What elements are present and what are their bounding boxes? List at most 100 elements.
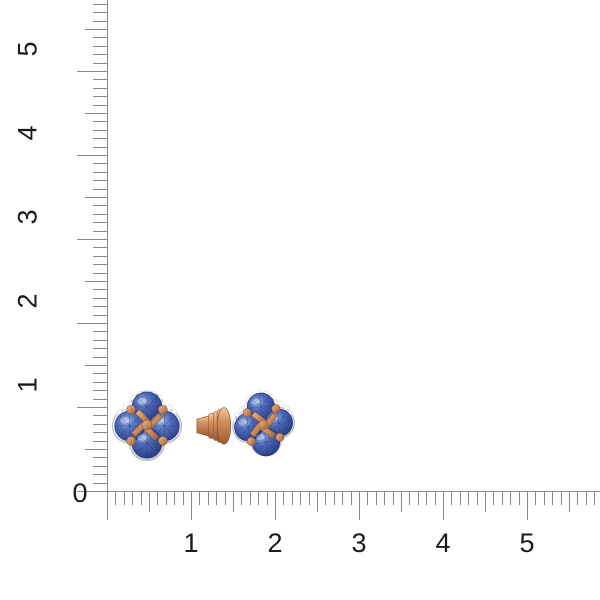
- vertical-axis-label-3: 3: [12, 209, 43, 225]
- vertical-tick-minor: [93, 474, 107, 475]
- horizontal-tick-minor: [418, 492, 419, 505]
- horizontal-tick-minor: [225, 492, 226, 505]
- vertical-axis-label-5: 5: [12, 41, 43, 57]
- horizontal-tick-minor: [367, 492, 368, 505]
- horizontal-tick-minor: [292, 492, 293, 505]
- horizontal-tick-mid: [401, 492, 402, 512]
- horizontal-tick-minor: [166, 492, 167, 505]
- horizontal-tick-minor: [535, 492, 536, 505]
- vertical-tick-minor: [93, 424, 107, 425]
- horizontal-tick-minor: [250, 492, 251, 505]
- vertical-tick-minor: [93, 357, 107, 358]
- vertical-tick-minor: [93, 172, 107, 173]
- vertical-tick-minor: [93, 306, 107, 307]
- vertical-tick-minor: [93, 214, 107, 215]
- vertical-axis-label-1: 1: [12, 377, 43, 393]
- screw-back-post: [196, 407, 232, 445]
- horizontal-tick-minor: [199, 492, 200, 505]
- horizontal-axis-label-4: 4: [435, 528, 451, 558]
- horizontal-tick-major: [107, 492, 108, 520]
- vertical-tick-minor: [93, 222, 107, 223]
- horizontal-axis-label-3: 3: [351, 528, 367, 558]
- horizontal-tick-minor: [208, 492, 209, 505]
- vertical-tick-minor: [93, 432, 107, 433]
- vertical-tick-minor: [93, 21, 107, 22]
- vertical-tick-major: [77, 491, 107, 492]
- vertical-tick-mid: [85, 197, 107, 198]
- horizontal-tick-major: [359, 492, 360, 520]
- vertical-tick-major: [77, 323, 107, 324]
- vertical-tick-minor: [93, 180, 107, 181]
- horizontal-tick-minor: [141, 492, 142, 505]
- horizontal-tick-minor: [115, 492, 116, 505]
- vertical-axis-label-4: 4: [12, 125, 43, 141]
- horizontal-tick-mid: [485, 492, 486, 512]
- horizontal-tick-minor: [132, 492, 133, 505]
- horizontal-axis-label-1: 1: [183, 528, 199, 558]
- horizontal-tick-mid: [233, 492, 234, 512]
- horizontal-tick-minor: [351, 492, 352, 505]
- vertical-tick-mid: [85, 365, 107, 366]
- horizontal-tick-major: [275, 492, 276, 520]
- vertical-tick-major: [77, 239, 107, 240]
- horizontal-tick-minor: [594, 492, 595, 505]
- vertical-tick-minor: [93, 264, 107, 265]
- horizontal-tick-minor: [267, 492, 268, 505]
- vertical-tick-minor: [93, 79, 107, 80]
- vertical-tick-minor: [93, 273, 107, 274]
- horizontal-tick-minor: [309, 492, 310, 505]
- vertical-tick-minor: [93, 247, 107, 248]
- vertical-tick-minor: [93, 483, 107, 484]
- horizontal-tick-minor: [468, 492, 469, 505]
- horizontal-tick-minor: [393, 492, 394, 505]
- vertical-tick-minor: [93, 63, 107, 64]
- vertical-tick-minor: [93, 12, 107, 13]
- vertical-tick-minor: [93, 466, 107, 467]
- right-earring-angled: [195, 375, 307, 475]
- vertical-tick-minor: [93, 189, 107, 190]
- horizontal-tick-minor: [460, 492, 461, 505]
- vertical-tick-minor: [93, 138, 107, 139]
- vertical-axis-line: [107, 0, 108, 492]
- vertical-tick-minor: [93, 88, 107, 89]
- horizontal-tick-mid: [317, 492, 318, 512]
- vertical-tick-major: [77, 155, 107, 156]
- vertical-tick-major: [77, 407, 107, 408]
- vertical-tick-minor: [93, 147, 107, 148]
- vertical-tick-minor: [93, 46, 107, 47]
- vertical-tick-minor: [93, 348, 107, 349]
- horizontal-tick-minor: [174, 492, 175, 505]
- horizontal-axis-line: [107, 491, 600, 492]
- vertical-tick-minor: [93, 289, 107, 290]
- horizontal-tick-major: [443, 492, 444, 520]
- horizontal-tick-minor: [342, 492, 343, 505]
- vertical-tick-minor: [93, 298, 107, 299]
- horizontal-tick-minor: [426, 492, 427, 505]
- horizontal-tick-minor: [241, 492, 242, 505]
- horizontal-tick-mid: [149, 492, 150, 512]
- vertical-tick-minor: [93, 37, 107, 38]
- horizontal-tick-minor: [477, 492, 478, 505]
- vertical-tick-minor: [93, 205, 107, 206]
- vertical-tick-minor: [93, 457, 107, 458]
- horizontal-tick-major: [527, 492, 528, 520]
- horizontal-tick-mid: [569, 492, 570, 512]
- horizontal-axis-label-5: 5: [519, 528, 535, 558]
- left-earring-graphic: [111, 389, 183, 462]
- vertical-tick-mid: [85, 449, 107, 450]
- horizontal-tick-minor: [124, 492, 125, 505]
- vertical-tick-mid: [85, 281, 107, 282]
- vertical-tick-minor: [93, 399, 107, 400]
- vertical-tick-minor: [93, 331, 107, 332]
- vertical-tick-mid: [85, 29, 107, 30]
- right-clover-head: [232, 390, 295, 457]
- vertical-tick-minor: [93, 415, 107, 416]
- horizontal-tick-minor: [552, 492, 553, 505]
- left-earring-front: [99, 378, 195, 474]
- vertical-tick-major: [77, 71, 107, 72]
- horizontal-tick-minor: [510, 492, 511, 505]
- rose-gold-prongs: [126, 404, 168, 446]
- horizontal-tick-minor: [183, 492, 184, 505]
- horizontal-tick-minor: [435, 492, 436, 505]
